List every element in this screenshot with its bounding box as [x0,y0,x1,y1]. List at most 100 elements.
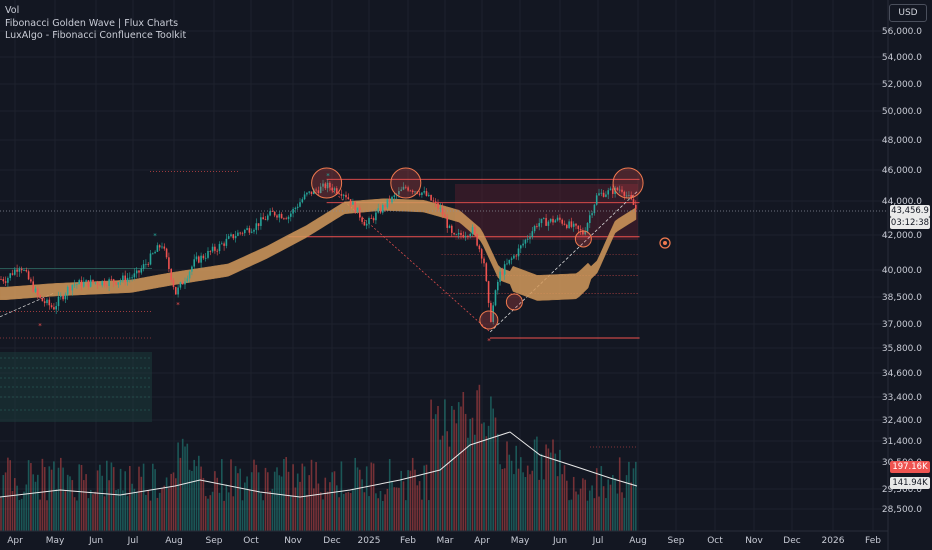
candle-body [556,217,559,221]
candle-body [39,295,41,298]
candle-body [428,194,430,196]
candle-body [418,193,421,195]
time-tick-label: Feb [865,536,881,546]
candle-body [329,182,331,188]
candle-body [60,295,62,297]
volume-bar [483,422,485,531]
volume-bar [616,493,619,531]
candle-body [552,218,554,223]
volume-bar [547,448,550,531]
candle-body [41,297,44,302]
volume-bar [522,472,524,531]
volume-bar [145,494,147,531]
candle-body [80,280,83,287]
candle-body [14,269,16,275]
candle-body [225,238,228,246]
volume-bar [612,474,614,531]
volume-bar [524,476,527,531]
volume-bar [336,485,338,531]
candle-body [471,227,474,235]
candle-body [138,270,140,273]
projection-marker [659,237,671,249]
candle-body [467,235,469,237]
candle-body [200,255,202,263]
candle-body [342,194,345,196]
candle-body [131,277,133,279]
volume-bar [216,477,218,531]
legend-golden-wave[interactable]: Fibonacci Golden Wave | Flux Charts [5,17,179,29]
volume-bar [53,461,55,531]
candle-body [485,263,488,282]
volume-bar [503,468,506,531]
volume-bar [324,477,327,531]
volume-bar [303,466,306,531]
candle-body [103,280,106,286]
volume-bar [568,500,570,531]
low-marker: * [487,337,491,345]
price-axis[interactable]: 56,000.0 54,000.0 52,000.0 50,000.0 48,000.0… [882,27,922,515]
candle-body [292,208,294,214]
candle-body [388,199,391,203]
candle-body [520,245,522,249]
volume-bar [582,478,584,531]
candle-body [457,232,460,235]
volume-bar [607,479,609,531]
legend-confluence-toolkit[interactable]: LuxAlgo - Fibonacci Confluence Toolkit [5,30,187,41]
candle-body [101,280,103,286]
candle-body [170,268,172,281]
volume-bar [517,468,520,531]
volume-bar [370,462,373,531]
candle-body [211,246,214,252]
volume-moving-average [0,431,638,498]
candle-body [306,192,308,195]
candle-body [584,231,586,235]
volume-bar [18,500,21,531]
volume-bar [563,465,566,531]
volume-bar [78,464,80,531]
candle-body [462,235,465,238]
volume-bar [333,471,336,531]
volume-bar [471,417,474,531]
candle-body [43,301,46,304]
candle-body [402,186,405,190]
low-marker: * [38,322,42,330]
candle-body [262,217,264,220]
volume-bar [549,452,552,531]
candle-body [515,255,517,257]
volume-bar [536,436,538,531]
candle-body [287,216,290,220]
volume-bar [267,472,269,531]
time-axis[interactable]: Apr May Jun Jul Aug Sep Oct Nov Dec 2025 Feb Mar Apr… [7,536,881,546]
candle-body [579,228,582,231]
volume-bar [405,500,407,531]
volume-bar [55,489,57,531]
volume-bar [499,464,501,531]
volume-bar [384,494,386,531]
volume-bar [287,471,290,531]
volume-bar [163,485,166,531]
currency-selector[interactable]: USD [889,4,927,22]
volume-bar [122,490,124,531]
candle-body [313,189,315,195]
candle-body [393,195,396,197]
volume-bar [609,484,612,531]
volume-bar [545,444,547,531]
candle-body [561,219,563,224]
volume-bar [635,461,637,531]
candle-body [492,305,494,323]
volume-bar [43,467,46,531]
volume-bar [361,479,363,531]
candle-body [522,243,524,246]
volume-bar [290,496,292,531]
candle-body [253,229,255,232]
golden-wave-band [0,198,637,301]
legend-volume[interactable]: Vol [5,5,20,16]
volume-bar [273,471,276,531]
candle-body [513,255,515,259]
candle-body [490,302,492,323]
candle-body [37,288,39,296]
candle-body [71,284,74,291]
volume-bar [260,493,262,531]
volume-bar [506,441,508,531]
